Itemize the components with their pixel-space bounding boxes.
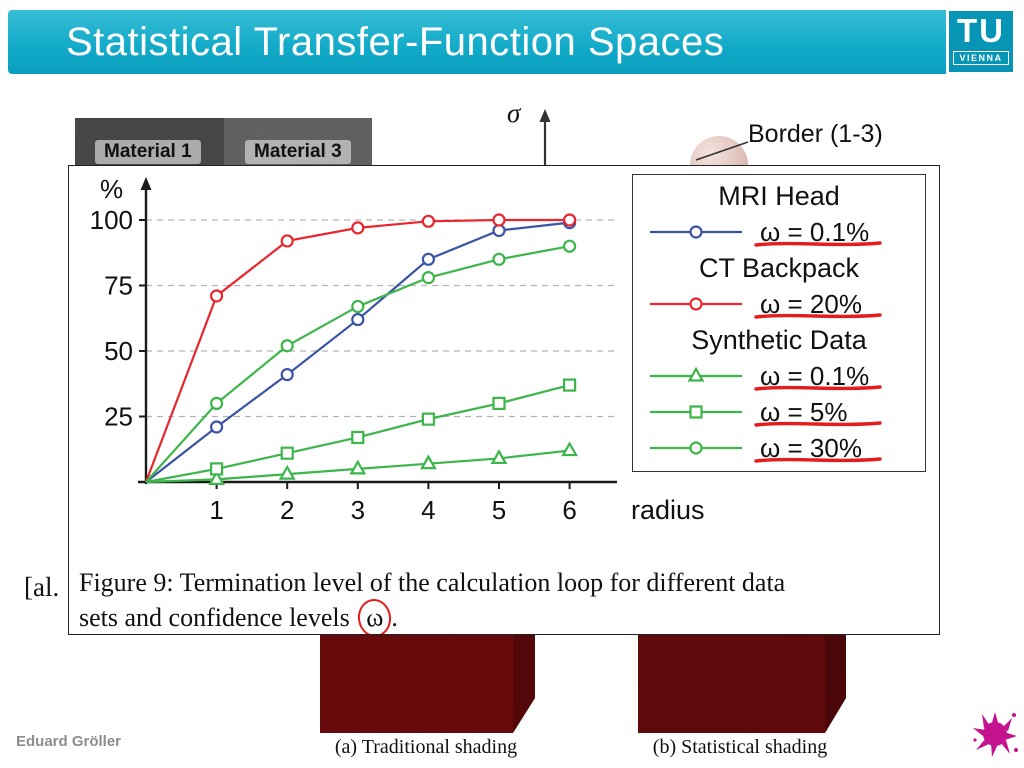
marker-circle xyxy=(351,221,365,235)
y-tick-label: 100 xyxy=(90,205,133,235)
caption-traditional-shading: (a) Traditional shading xyxy=(334,736,518,758)
marker-circle xyxy=(210,396,224,410)
legend-group-title: Synthetic Data xyxy=(691,325,867,355)
figure-caption-line2: sets and confidence levels ω. xyxy=(79,597,935,634)
marker-circle xyxy=(351,312,365,327)
legend-entry: ω = 30% xyxy=(633,430,925,466)
x-tick-label: 6 xyxy=(562,495,576,525)
legend-sample-line xyxy=(646,366,746,386)
marker-circle xyxy=(689,441,703,455)
marker-circle xyxy=(421,271,435,285)
tu-vienna-logo: TU VIENNA xyxy=(946,8,1016,75)
legend-group-title: CT Backpack xyxy=(698,253,860,283)
x-tick-label: 2 xyxy=(280,495,294,525)
marker-square xyxy=(351,430,365,445)
marker-triangle xyxy=(278,464,296,480)
author-name: Eduard Gröller xyxy=(16,733,122,750)
y-axis-arrow xyxy=(140,177,152,190)
chart-legend: MRI Head ω = 0.1% CT Backpack ω = 20% Synthe… xyxy=(632,174,926,472)
omega-red-circle-annotation: ω xyxy=(356,597,394,634)
figure-9-panel: 25 50 75 100 1 2 3 4 5 6% radius MRI Head ω = 0.1% C… xyxy=(68,165,940,635)
x-axis-title: radius xyxy=(631,495,705,525)
sigma-axis-arrow xyxy=(534,108,556,175)
marker-circle xyxy=(421,252,435,266)
border-pointer-line xyxy=(694,136,752,169)
material-3-label: Material 3 xyxy=(245,140,351,164)
marker-circle xyxy=(492,223,506,238)
tu-logo-text: TU xyxy=(957,12,1005,49)
marker-square xyxy=(689,405,703,419)
title-bar: Statistical Transfer-Function Spaces xyxy=(8,10,1016,74)
marker-circle xyxy=(210,289,224,303)
marker-circle xyxy=(280,367,294,382)
material-texture-strip: Material 1 Material 3 xyxy=(75,118,372,178)
legend-entry-label: ω = 30% xyxy=(754,433,882,464)
red-underline-annotation xyxy=(754,297,882,328)
marker-triangle xyxy=(490,449,508,465)
splat-logo xyxy=(972,710,1018,763)
marker-square xyxy=(563,378,577,392)
x-tick-label: 5 xyxy=(492,495,506,525)
material-1-label: Material 1 xyxy=(95,140,201,164)
marker-square xyxy=(210,462,224,476)
legend-entry: ω = 0.1% xyxy=(633,358,925,394)
marker-triangle xyxy=(561,441,578,457)
marker-circle xyxy=(351,299,365,314)
chart-svg: 25 50 75 100 1 2 3 4 5 6% radius xyxy=(90,174,705,525)
red-underline-annotation xyxy=(754,225,882,256)
legend-entry-label: ω = 0.1% xyxy=(754,361,882,392)
marker-circle xyxy=(689,297,703,311)
legend-entry-label: ω = 20% xyxy=(754,289,882,320)
marker-triangle xyxy=(349,459,367,475)
marker-circle xyxy=(492,213,506,227)
marker-circle xyxy=(210,420,224,434)
marker-triangle xyxy=(420,454,437,470)
legend-group-title: MRI Head xyxy=(718,181,840,211)
series-line xyxy=(145,245,570,483)
legend-entry-label: ω = 0.1% xyxy=(754,217,882,248)
marker-circle xyxy=(421,214,435,228)
y-tick-label: 50 xyxy=(104,336,133,366)
x-tick-label: 4 xyxy=(421,495,435,525)
caption-statistical-shading: (b) Statistical shading xyxy=(652,736,828,758)
red-underline-annotation xyxy=(754,405,882,436)
figure-caption-line1: Figure 9: Termination level of the calcu… xyxy=(79,568,786,597)
legend-entry-label: ω = 5% xyxy=(754,397,882,428)
legend-sample-line xyxy=(646,438,746,458)
marker-square xyxy=(492,396,506,410)
marker-circle xyxy=(492,252,506,266)
marker-circle xyxy=(563,239,577,253)
y-tick-label: 75 xyxy=(104,271,133,301)
y-tick-label: 25 xyxy=(104,402,133,432)
sigma-axis-label: σ xyxy=(507,98,521,128)
y-axis-title: % xyxy=(100,174,123,204)
legend-entry: ω = 0.1% xyxy=(633,214,925,250)
legend-sample-line xyxy=(646,402,746,422)
marker-circle xyxy=(563,213,577,227)
vienna-logo-text: VIENNA xyxy=(953,51,1009,65)
red-underline-annotation xyxy=(754,369,882,400)
marker-circle xyxy=(280,339,294,353)
marker-square xyxy=(421,412,435,426)
marker-square xyxy=(280,446,294,460)
border-label: Border (1-3) xyxy=(748,120,883,148)
marker-circle xyxy=(280,234,294,248)
marker-circle xyxy=(689,225,703,239)
legend-sample-line xyxy=(646,222,746,242)
marker-triangle xyxy=(687,366,705,382)
x-tick-label: 3 xyxy=(351,495,365,525)
marker-triangle xyxy=(208,470,225,485)
slide-title: Statistical Transfer-Function Spaces xyxy=(66,20,725,64)
legend-entry: ω = 5% xyxy=(633,394,925,430)
figure-caption: Figure 9: Termination level of the calcu… xyxy=(79,566,935,634)
x-tick-label: 1 xyxy=(209,495,223,525)
legend-entry: ω = 20% xyxy=(633,286,925,322)
legend-sample-line xyxy=(646,294,746,314)
citation-fragment: [al. xyxy=(24,572,60,602)
termination-level-chart: 25 50 75 100 1 2 3 4 5 6% radius xyxy=(71,168,731,553)
red-underline-annotation xyxy=(754,441,882,472)
